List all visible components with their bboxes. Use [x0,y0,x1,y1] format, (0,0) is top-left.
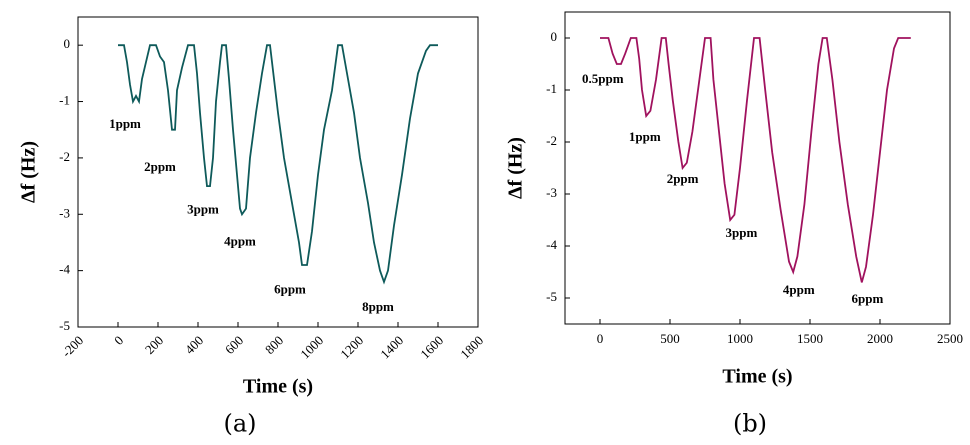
annotation: 3ppm [726,225,758,240]
x-tick-label: 0 [597,331,604,346]
x-tick-label: 2000 [867,331,893,346]
caption: (b) [733,410,767,438]
x-tick-label: 1200 [337,333,366,362]
y-tick-label: -5 [59,318,70,333]
annotation: 0.5ppm [582,71,624,86]
x-tick-label: 1400 [377,333,406,362]
data-line [600,37,911,283]
y-tick-label: -3 [59,205,70,220]
x-tick-label: 2500 [937,331,963,346]
annotation: 6ppm [852,291,884,306]
annotation: 6ppm [274,281,306,296]
caption: (a) [223,410,256,438]
x-tick-label: 1000 [297,333,326,362]
annotation: 8ppm [362,299,394,314]
y-tick-label: -1 [546,81,557,96]
x-tick-label: 1500 [797,331,823,346]
y-tick-label: -4 [546,237,557,252]
x-tick-label: 1600 [417,333,446,362]
y-tick-label: -5 [546,289,557,304]
plot-frame [564,11,951,325]
annotation: 2ppm [667,171,699,186]
x-tick-label: 200 [142,333,166,357]
x-tick-label: 1000 [727,331,753,346]
x-axis-title: Time (s) [722,366,792,388]
y-axis-title: Δf (Hz) [18,141,40,203]
annotation: 4ppm [224,233,256,248]
annotation: 1ppm [109,116,141,131]
x-tick-label: 800 [262,333,286,357]
y-tick-label: -2 [546,133,557,148]
y-axis-title: Δf (Hz) [505,137,527,199]
x-tick-label: -200 [59,333,86,360]
x-tick-label: 400 [182,333,206,357]
annotation: 4ppm [783,282,815,297]
annotation: 2ppm [144,159,176,174]
annotation: 3ppm [187,201,219,216]
y-tick-label: 0 [64,36,71,51]
x-axis-title: Time (s) [243,376,313,398]
y-tick-label: -1 [59,93,70,108]
x-tick-label: 1800 [457,333,486,362]
y-tick-label: -4 [59,262,70,277]
data-line [118,44,438,285]
x-tick-label: 0 [111,333,126,348]
y-tick-label: -2 [59,149,70,164]
y-tick-label: -3 [546,185,557,200]
x-tick-label: 500 [660,331,680,346]
y-tick-label: 0 [551,29,558,44]
annotation: 1ppm [629,129,661,144]
x-tick-label: 600 [222,333,246,357]
